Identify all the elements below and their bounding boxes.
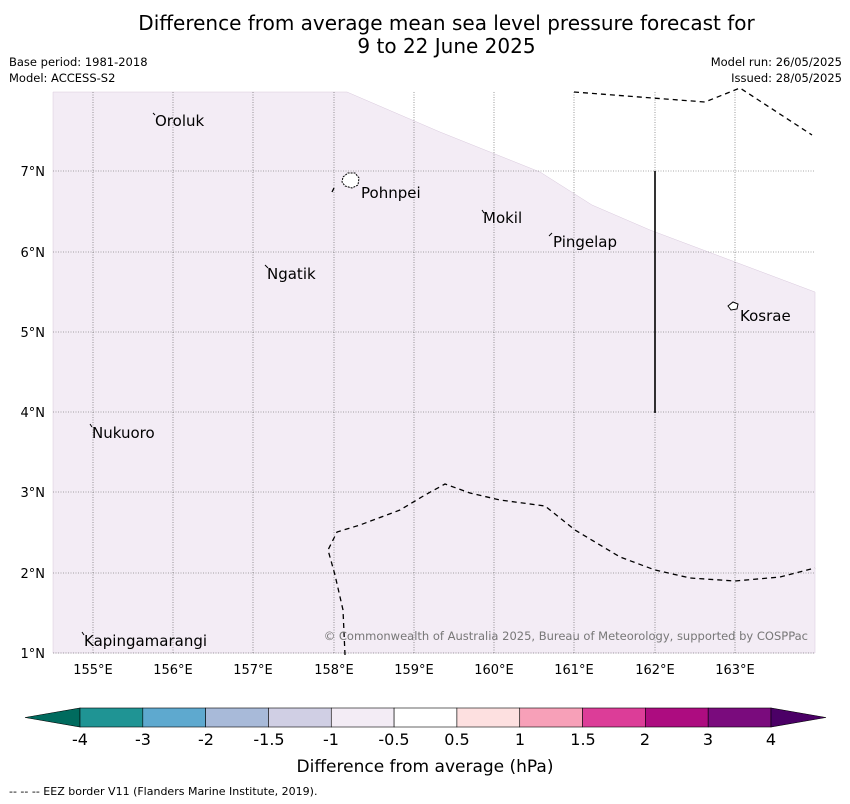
lat-tick-label: 4°N (21, 406, 46, 421)
place-label: Nukuoro (92, 424, 155, 442)
place-label: Kosrae (740, 307, 791, 325)
colorbar-swatch (330, 707, 395, 728)
lat-tick-label: 5°N (21, 326, 46, 341)
colorbar-extend-min (24, 707, 81, 728)
kosrae-island (727, 301, 739, 311)
colorbar-tick-label: -2 (198, 730, 214, 749)
colorbar-tick-label: -0.5 (378, 730, 409, 749)
colorbar-tick-label: 2 (640, 730, 650, 749)
place-label: Kapingamarangi (84, 632, 207, 650)
place-label: Mokil (483, 209, 522, 227)
lon-tick-label: 161°E (554, 663, 594, 678)
lat-tick-label: 7°N (21, 165, 46, 180)
colorbar-swatch (79, 707, 144, 728)
model-name: Model: ACCESS-S2 (9, 71, 116, 85)
colorbar-swatch (707, 707, 772, 728)
colorbar-swatch (519, 707, 583, 728)
colorbar-tick-label: -1.5 (253, 730, 284, 749)
colorbar-tick-label: 1.5 (570, 730, 595, 749)
lon-tick-label: 158°E (314, 663, 354, 678)
lat-tick-label: 2°N (21, 567, 46, 582)
place-label: Oroluk (155, 112, 204, 130)
base-period: Base period: 1981-2018 (9, 55, 148, 69)
lon-tick-label: 156°E (153, 663, 193, 678)
colorbar-tick-label: 1 (515, 730, 525, 749)
lat-tick-label: 3°N (21, 486, 46, 501)
pohnpei-island (341, 172, 360, 189)
lon-tick-label: 162°E (635, 663, 675, 678)
colorbar-tick-label: 3 (703, 730, 713, 749)
colorbar-swatch (268, 707, 332, 728)
place-label: Pohnpei (361, 184, 421, 202)
title-line-1: Difference from average mean sea level p… (138, 11, 755, 35)
colorbar-swatch (205, 707, 269, 728)
colorbar-tick-label: 4 (766, 730, 776, 749)
eez-borders (327, 87, 816, 656)
colorbar-swatch (645, 707, 709, 728)
colorbar-extend-max (770, 707, 827, 728)
meta-left: Base period: 1981-2018 Model: ACCESS-S2 (9, 54, 148, 86)
lon-tick-label: 163°E (715, 663, 755, 678)
atoll-markers (81, 112, 553, 636)
lat-tick-label: 1°N (21, 647, 46, 662)
colorbar-swatches (24, 707, 827, 728)
place-label: Pingelap (553, 233, 617, 251)
colorbar-title: Difference from average (hPa) (296, 757, 554, 777)
colorbar-tick-label: 0.5 (444, 730, 469, 749)
colorbar-swatch (142, 707, 206, 728)
colorbar: -4 -3 -2 -1.5 -1 -0.5 0.5 1 1.5 2 3 4 (24, 707, 827, 749)
lat-tick-label: 6°N (21, 246, 46, 261)
lon-tick-label: 157°E (233, 663, 273, 678)
colorbar-swatch (456, 707, 521, 728)
colorbar-swatch (393, 707, 458, 728)
place-label: Ngatik (267, 265, 316, 283)
colorbar-tick-label: -3 (135, 730, 151, 749)
colorbar-tick-label: -1 (323, 730, 339, 749)
gridlines-latitude (53, 170, 815, 654)
colorbar-swatch (582, 707, 646, 728)
copyright-text: © Commonwealth of Australia 2025, Bureau… (324, 629, 808, 643)
map-title: Difference from average mean sea level p… (0, 12, 850, 58)
eez-legend-note: -- -- -- EEZ border V11 (Flanders Marine… (9, 785, 318, 798)
issued-date: Issued: 28/05/2025 (731, 71, 842, 85)
title-line-2: 9 to 22 June 2025 (357, 34, 536, 58)
forecast-map: Oroluk Pohnpei Mokil Pingelap Ngatik Kos… (21, 87, 816, 678)
model-run: Model run: 26/05/2025 (710, 55, 842, 69)
lon-tick-label: 160°E (474, 663, 514, 678)
meta-right: Model run: 26/05/2025 Issued: 28/05/2025 (711, 54, 842, 86)
lon-tick-label: 155°E (73, 663, 113, 678)
colorbar-tick-labels: -4 -3 -2 -1.5 -1 -0.5 0.5 1 1.5 2 3 4 (72, 730, 776, 749)
colorbar-tick-label: -4 (72, 730, 88, 749)
lon-tick-label: 159°E (394, 663, 434, 678)
